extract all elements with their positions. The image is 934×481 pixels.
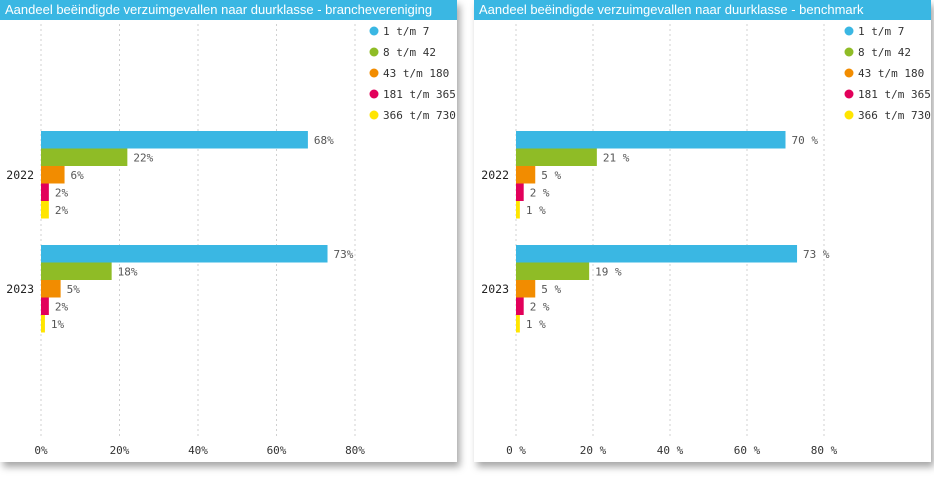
category-label: 2022 — [481, 168, 509, 182]
data-label: 5% — [67, 283, 81, 296]
category-label: 2022 — [6, 168, 34, 182]
x-tick-label: 60 % — [734, 444, 761, 457]
legend-marker — [844, 68, 854, 78]
bar-chart-branchevereniging: 0% 20% 40% 60% 80%68%22%6%2%2%202273%18%5%2%… — [6, 24, 456, 457]
data-label: 1 % — [526, 204, 546, 217]
bar-chart-benchmark: 0 % 20 % 40 % 60 % 80 % 70 % 21 % 5 % 2 % 1 % 2022… — [481, 24, 931, 457]
bar — [41, 201, 49, 219]
data-label: 2 % — [530, 300, 550, 313]
legend-label: 181 t/m 365 — [858, 88, 931, 101]
data-label: 1% — [51, 318, 65, 331]
x-tick-label: 20 % — [580, 444, 607, 457]
bar — [41, 183, 49, 201]
legend-label: 43 t/m 180 — [383, 67, 449, 80]
bar — [516, 201, 520, 219]
bar — [516, 262, 590, 280]
category-label: 2023 — [481, 282, 509, 296]
bar — [41, 262, 112, 280]
legend-label: 8 t/m 42 — [858, 46, 911, 59]
legend-marker — [844, 110, 854, 120]
bar — [41, 245, 328, 263]
x-tick-label: 40 % — [657, 444, 684, 457]
bar — [516, 315, 520, 333]
bar — [516, 297, 524, 315]
legend-marker — [844, 26, 854, 36]
bar — [516, 183, 524, 201]
chart-panel-branchevereniging: Aandeel beëindigde verzuimgevallen naar … — [0, 0, 457, 462]
bar — [41, 280, 61, 298]
data-label: 73 % — [803, 248, 830, 261]
data-label: 22% — [133, 151, 153, 164]
legend-marker — [369, 110, 379, 120]
bar — [516, 148, 597, 166]
legend-label: 366 t/m 730 — [858, 109, 931, 122]
legend-label: 366 t/m 730 — [383, 109, 456, 122]
data-label: 2% — [55, 300, 69, 313]
chart-title: Aandeel beëindigde verzuimgevallen naar … — [474, 0, 931, 20]
bar — [41, 166, 65, 184]
data-label: 2 % — [530, 186, 550, 199]
data-label: 70 % — [792, 134, 819, 147]
data-label: 18% — [118, 265, 138, 278]
category-label: 2023 — [6, 282, 34, 296]
x-tick-label: 80 % — [811, 444, 838, 457]
data-label: 68% — [314, 134, 334, 147]
bar — [516, 280, 536, 298]
bar — [516, 245, 798, 263]
data-label: 5 % — [541, 283, 561, 296]
bar — [41, 315, 45, 333]
legend-marker — [369, 68, 379, 78]
x-tick-label: 60% — [267, 444, 287, 457]
legend-marker — [844, 89, 854, 99]
bar — [516, 166, 536, 184]
x-tick-label: 80% — [345, 444, 365, 457]
data-label: 19 % — [595, 265, 622, 278]
legend-marker — [844, 47, 854, 57]
data-label: 2% — [55, 186, 69, 199]
legend-label: 1 t/m 7 — [858, 25, 904, 38]
chart-panel-benchmark: Aandeel beëindigde verzuimgevallen naar … — [474, 0, 931, 462]
data-label: 6% — [71, 169, 85, 182]
bar — [516, 131, 786, 149]
bar — [41, 297, 49, 315]
legend-label: 1 t/m 7 — [383, 25, 429, 38]
x-tick-label: 40% — [188, 444, 208, 457]
legend-label: 181 t/m 365 — [383, 88, 456, 101]
data-label: 5 % — [541, 169, 561, 182]
x-tick-label: 0 % — [506, 444, 526, 457]
bar — [41, 131, 308, 149]
legend-label: 8 t/m 42 — [383, 46, 436, 59]
legend-label: 43 t/m 180 — [858, 67, 924, 80]
data-label: 1 % — [526, 318, 546, 331]
legend-marker — [369, 47, 379, 57]
legend-marker — [369, 26, 379, 36]
bar — [41, 148, 128, 166]
data-label: 2% — [55, 204, 69, 217]
data-label: 73% — [334, 248, 354, 261]
legend-marker — [369, 89, 379, 99]
x-tick-label: 0% — [34, 444, 48, 457]
data-label: 21 % — [603, 151, 630, 164]
x-tick-label: 20% — [110, 444, 130, 457]
chart-title: Aandeel beëindigde verzuimgevallen naar … — [0, 0, 457, 20]
